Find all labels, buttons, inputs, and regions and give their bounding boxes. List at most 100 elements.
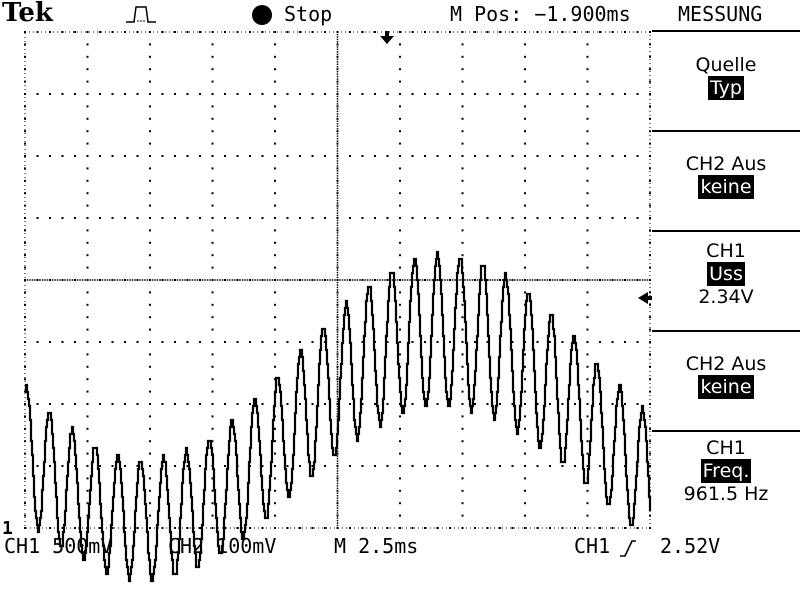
graticule-dot [249,279,251,281]
graticule-dot [534,279,536,281]
graticule-dot [336,65,339,68]
graticule-dot [36,465,39,467]
graticule-dot [149,291,151,294]
graticule-dot [599,341,601,343]
graticule-dot [69,279,71,281]
graticule-dot [336,41,339,43]
graticule-dot [121,279,124,281]
graticule-dot [489,279,491,281]
graticule-dot [336,192,339,194]
graticule-dot [436,465,439,467]
graticule-dot [186,217,189,219]
graticule-dot [524,55,526,58]
graticule-dot [461,514,464,517]
graticule-dot [211,167,214,170]
graticule-dot [589,279,591,281]
graticule-dot [336,142,339,145]
graticule-dot [24,527,26,529]
graticule-dot [336,304,339,306]
graticule-dot [524,440,526,443]
graticule-dot [271,279,274,281]
graticule-dot [211,477,214,480]
graticule-dot [649,341,651,343]
graticule-dot [336,264,339,266]
graticule-dot [201,279,204,281]
graticule-dot [149,489,151,492]
graticule-dot [336,495,339,497]
graticule-dot [274,266,276,269]
graticule-dot [274,105,276,108]
graticule-dot [336,353,339,356]
graticule-dot [636,155,639,157]
graticule-dot [236,217,239,219]
graticule-dot [274,291,276,294]
trigger-slope-icon [620,540,636,557]
graticule-dot [449,465,451,467]
graticule-dot [336,291,339,294]
graticule-dot [336,462,339,465]
menu-item-ch1-frequency[interactable]: CH1 Freq. 961.5 Hz [652,437,800,505]
graticule-dot [336,385,339,388]
menu-item-reading: 961.5 Hz [683,483,769,505]
graticule-dot [149,266,151,269]
graticule-dot [451,279,454,281]
graticule-dot [136,465,139,467]
graticule-dot [336,403,339,405]
graticule-dot [499,527,501,529]
graticule-dot [221,279,224,281]
graticule-dot [336,366,339,368]
graticule-dot [336,313,339,316]
menu-item-ch1-pk-pk[interactable]: CH1 Uss 2.34V [652,240,800,308]
graticule-dot [51,279,54,281]
graticule-dot [336,93,339,95]
graticule-dot [274,465,276,467]
graticule-dot [411,403,414,405]
graticule-dot [149,316,151,319]
graticule-dot [59,279,61,281]
graticule-dot [249,217,251,219]
graticule-dot [96,279,99,281]
graticule-dot [274,254,276,257]
graticule-dot [124,93,126,95]
graticule-dot [461,55,464,58]
graticule-dot [186,341,189,343]
menu-item-measure-4[interactable]: CH2 Aus keine [652,353,800,399]
graticule-dot [399,241,401,244]
graticule-dot [211,291,214,294]
graticule-dot [211,378,214,381]
graticule-dot [536,527,539,529]
graticule-dot [174,93,176,95]
graticule-dot [399,353,401,356]
graticule-dot [336,202,339,204]
graticule-dot [399,229,401,232]
graticule-dot [341,279,344,281]
graticule-dot [336,348,339,351]
graticule-dot [586,440,589,443]
graticule-dot [579,279,581,281]
graticule-dot [524,465,526,467]
graticule-dot [524,179,526,182]
graticule-dot [336,361,339,363]
graticule-dot [649,353,651,356]
graticule-dot [411,341,414,343]
graticule-dot [586,155,589,157]
graticule-dot [266,279,269,281]
graticule-dot [336,499,339,502]
graticule-dot [274,452,276,455]
graticule-dot [224,217,226,219]
graticule-dot [336,452,339,455]
graticule-dot [524,241,526,244]
menu-item-source-type[interactable]: Quelle Typ [652,54,800,100]
graticule-dot [429,279,431,281]
graticule-dot [336,517,339,519]
graticule-dot [126,279,129,281]
graticule-dot [336,502,339,504]
graticule-dot [354,279,356,281]
graticule-dot [461,130,464,133]
graticule-dot [26,279,29,281]
graticule-dot [369,279,371,281]
graticule-dot [559,279,561,281]
menu-item-measure-2[interactable]: CH2 Aus keine [652,153,800,199]
graticule-dot [99,403,101,405]
graticule-dot [61,217,64,219]
